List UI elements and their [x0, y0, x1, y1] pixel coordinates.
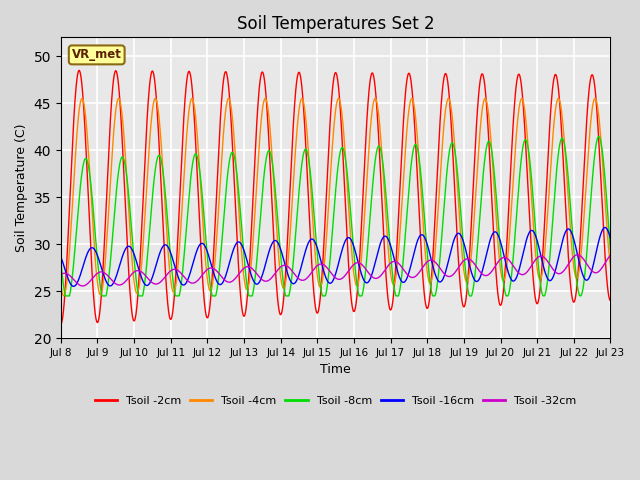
X-axis label: Time: Time — [320, 363, 351, 376]
Legend: Tsoil -2cm, Tsoil -4cm, Tsoil -8cm, Tsoil -16cm, Tsoil -32cm: Tsoil -2cm, Tsoil -4cm, Tsoil -8cm, Tsoi… — [90, 392, 580, 411]
Title: Soil Temperatures Set 2: Soil Temperatures Set 2 — [237, 15, 435, 33]
Text: VR_met: VR_met — [72, 48, 122, 61]
Y-axis label: Soil Temperature (C): Soil Temperature (C) — [15, 123, 28, 252]
